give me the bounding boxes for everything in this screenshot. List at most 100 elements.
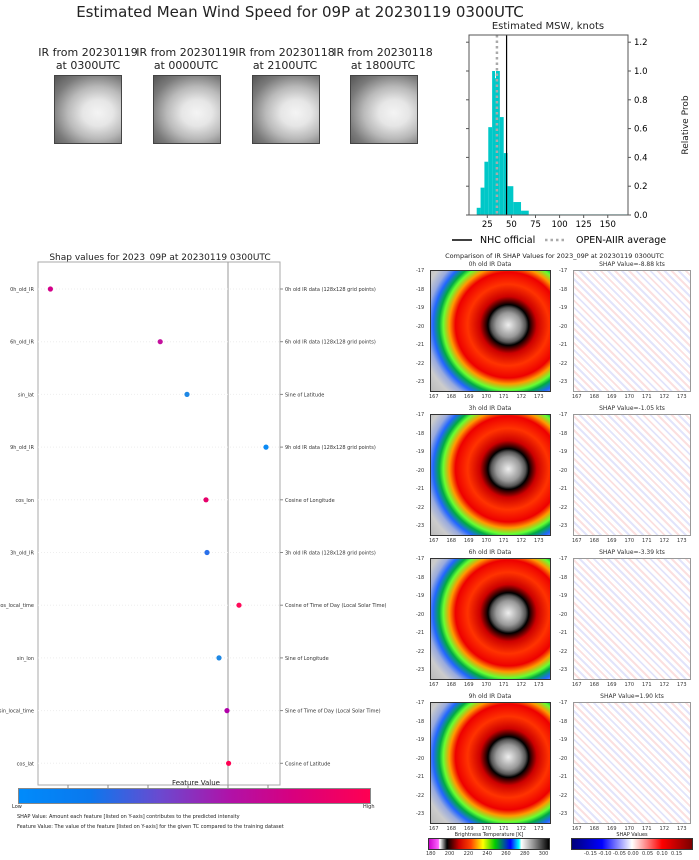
msw-histogram: Estimated MSW, knots Relative Prob NHC o… — [452, 21, 691, 246]
lat-tick: -22 — [416, 792, 425, 799]
lon-tick: 170 — [624, 538, 635, 544]
hist-ytick-label: 0.4 — [634, 153, 648, 163]
feature-name-label: 6h_old_IR — [10, 340, 34, 346]
hist-xtick-label: 150 — [600, 220, 616, 230]
ir-thumbnail-image — [252, 75, 320, 144]
hist-ytick-label: 0.6 — [634, 125, 648, 135]
lon-tick: 168 — [589, 538, 600, 544]
lat-tick: -20 — [416, 611, 425, 618]
feature-name-label: sin_lon — [17, 656, 34, 662]
hist-bar — [488, 127, 493, 215]
feature-desc-label: Sine of Latitude — [285, 392, 324, 398]
shap-axes-frame — [37, 261, 281, 786]
feature-desc-label: 3h old IR data (128x128 grid points) — [285, 551, 376, 557]
lat-tick: -18 — [416, 718, 425, 725]
thumb-label: IR from 20230119 at 0000UTC — [136, 46, 236, 72]
lon-tick: 172 — [516, 682, 527, 688]
shap-cbar-tick: -0.15 — [584, 851, 597, 857]
lon-tick: 167 — [572, 682, 582, 688]
lat-tick: -21 — [416, 342, 425, 348]
lat-tick: -18 — [416, 430, 425, 437]
shap-image-panel — [573, 702, 691, 824]
hist-title: Estimated MSW, knots — [492, 21, 604, 32]
hist-bar — [492, 71, 496, 215]
lon-tick: 168 — [589, 394, 600, 400]
shap-point-6h_old_IR — [157, 339, 163, 345]
shap-panel-title: SHAP Value=-3.39 kts — [599, 549, 665, 556]
lat-tick: -19 — [416, 593, 425, 599]
shap-cbar-tick: -0.05 — [613, 851, 626, 857]
hist-bar — [503, 153, 508, 215]
ir-image-panel — [430, 702, 551, 824]
feature-name-label: cos_lat — [17, 761, 34, 767]
hist-xtick-label: 75 — [530, 220, 541, 230]
note-shap: SHAP Value: Amount each feature [listed … — [17, 814, 240, 820]
comparison-title: Comparison of IR SHAP Values for 2023_09… — [445, 252, 664, 260]
shap-point-0h_old_IR — [47, 286, 54, 292]
lat-tick: -17 — [559, 556, 568, 562]
thumb-line1: IR from 20230118 — [235, 46, 335, 59]
lon-tick: 168 — [446, 826, 457, 832]
lon-tick: 168 — [446, 394, 457, 400]
bt-tick: 180 — [426, 851, 436, 857]
lon-tick: 173 — [534, 538, 544, 544]
bt-tick: 220 — [463, 851, 474, 857]
lon-tick: 173 — [677, 538, 687, 544]
lon-tick: 169 — [464, 682, 474, 688]
hist-bar — [495, 71, 500, 215]
lat-tick: -20 — [559, 755, 568, 762]
lat-tick: -23 — [559, 811, 568, 817]
hist-ytick-label: 0.8 — [634, 96, 648, 106]
lat-tick: -22 — [559, 792, 568, 799]
lat-tick: -19 — [559, 305, 568, 311]
lon-tick: 171 — [499, 826, 509, 832]
lon-tick: 172 — [659, 538, 670, 544]
shap-image-panel — [573, 270, 691, 392]
shap-point-cos_lat — [226, 760, 232, 766]
colorbar-low: Low — [12, 804, 22, 810]
ir-panel-title: 3h old IR Data — [468, 405, 512, 412]
feature-desc-label: Sine of Time of Day (Local Solar Time) — [285, 709, 381, 715]
lon-tick: 169 — [607, 394, 617, 400]
lon-tick: 172 — [516, 394, 527, 400]
lon-tick: 171 — [642, 682, 652, 688]
lon-tick: 170 — [481, 394, 492, 400]
shap-cbar-tick: 0.00 — [627, 851, 639, 857]
lon-tick: 170 — [481, 538, 492, 544]
feature-name-label: cos_lon — [15, 498, 34, 504]
shap-point-sin_lon — [216, 655, 222, 661]
legend-nhc-label: NHC official — [480, 235, 535, 246]
shap-title: Shap values for 2023_09P at 20230119 030… — [49, 253, 271, 263]
bt-tick: 200 — [444, 851, 455, 857]
lat-tick: -18 — [416, 286, 425, 293]
lat-tick: -17 — [559, 700, 568, 706]
shap-cbar-tick: 0.05 — [642, 851, 654, 857]
lon-tick: 168 — [446, 682, 457, 688]
lon-tick: 172 — [516, 826, 527, 832]
thumb-label: IR from 20230119 at 0300UTC — [38, 46, 138, 72]
lon-tick: 167 — [429, 826, 439, 832]
legend-avg-label: OPEN-AIIR average — [576, 235, 666, 246]
hist-axes-frame — [468, 34, 629, 216]
lat-tick: -22 — [559, 360, 568, 367]
lon-tick: 167 — [572, 394, 582, 400]
ir-thumbnail-image — [54, 75, 122, 144]
lat-tick: -21 — [559, 774, 568, 780]
lat-tick: -23 — [416, 379, 425, 385]
shap-point-sin_local_time — [224, 708, 230, 714]
hist-xtick-label: 100 — [551, 220, 567, 230]
lon-tick: 172 — [659, 394, 670, 400]
feature-desc-label: 6h old IR data (128x128 grid points) — [285, 340, 376, 346]
lon-tick: 169 — [607, 538, 617, 544]
lon-tick: 172 — [659, 826, 670, 832]
lon-tick: 173 — [677, 682, 687, 688]
bt-colorbar-title: Brightness Temperature [K] — [454, 832, 524, 838]
shap-values-colorbar — [571, 838, 693, 850]
ir-panel-title: 9h old IR Data — [468, 693, 512, 700]
lat-tick: -17 — [416, 268, 425, 274]
shap-point-cos_lon — [203, 497, 209, 503]
feature-desc-label: Cosine of Longitude — [285, 498, 335, 504]
lon-tick: 172 — [516, 538, 527, 544]
lat-tick: -17 — [416, 556, 425, 562]
